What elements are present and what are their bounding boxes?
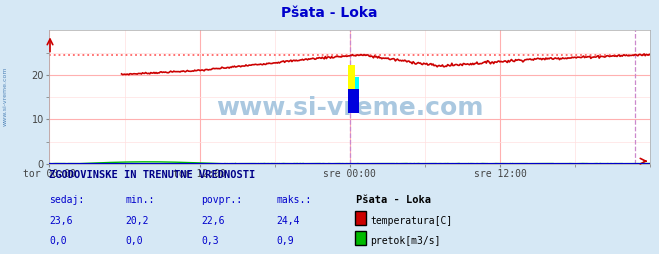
Bar xyxy=(355,77,359,89)
Text: maks.:: maks.: xyxy=(277,195,312,205)
Bar xyxy=(348,65,355,89)
Text: 0,0: 0,0 xyxy=(49,236,67,246)
Text: povpr.:: povpr.: xyxy=(201,195,242,205)
Text: 0,9: 0,9 xyxy=(277,236,295,246)
Text: ZGODOVINSKE IN TRENUTNE VREDNOSTI: ZGODOVINSKE IN TRENUTNE VREDNOSTI xyxy=(49,170,256,180)
Bar xyxy=(348,89,359,113)
Text: 20,2: 20,2 xyxy=(125,216,149,226)
Text: 22,6: 22,6 xyxy=(201,216,225,226)
Text: sedaj:: sedaj: xyxy=(49,195,84,205)
Text: 24,4: 24,4 xyxy=(277,216,301,226)
Text: pretok[m3/s]: pretok[m3/s] xyxy=(370,236,441,246)
Text: temperatura[C]: temperatura[C] xyxy=(370,216,453,226)
Text: www.si-vreme.com: www.si-vreme.com xyxy=(216,96,484,120)
Text: 0,3: 0,3 xyxy=(201,236,219,246)
Text: 23,6: 23,6 xyxy=(49,216,73,226)
Text: Pšata - Loka: Pšata - Loka xyxy=(356,195,431,205)
Text: Pšata - Loka: Pšata - Loka xyxy=(281,6,378,20)
Text: www.si-vreme.com: www.si-vreme.com xyxy=(3,67,8,126)
Text: min.:: min.: xyxy=(125,195,155,205)
Text: 0,0: 0,0 xyxy=(125,236,143,246)
